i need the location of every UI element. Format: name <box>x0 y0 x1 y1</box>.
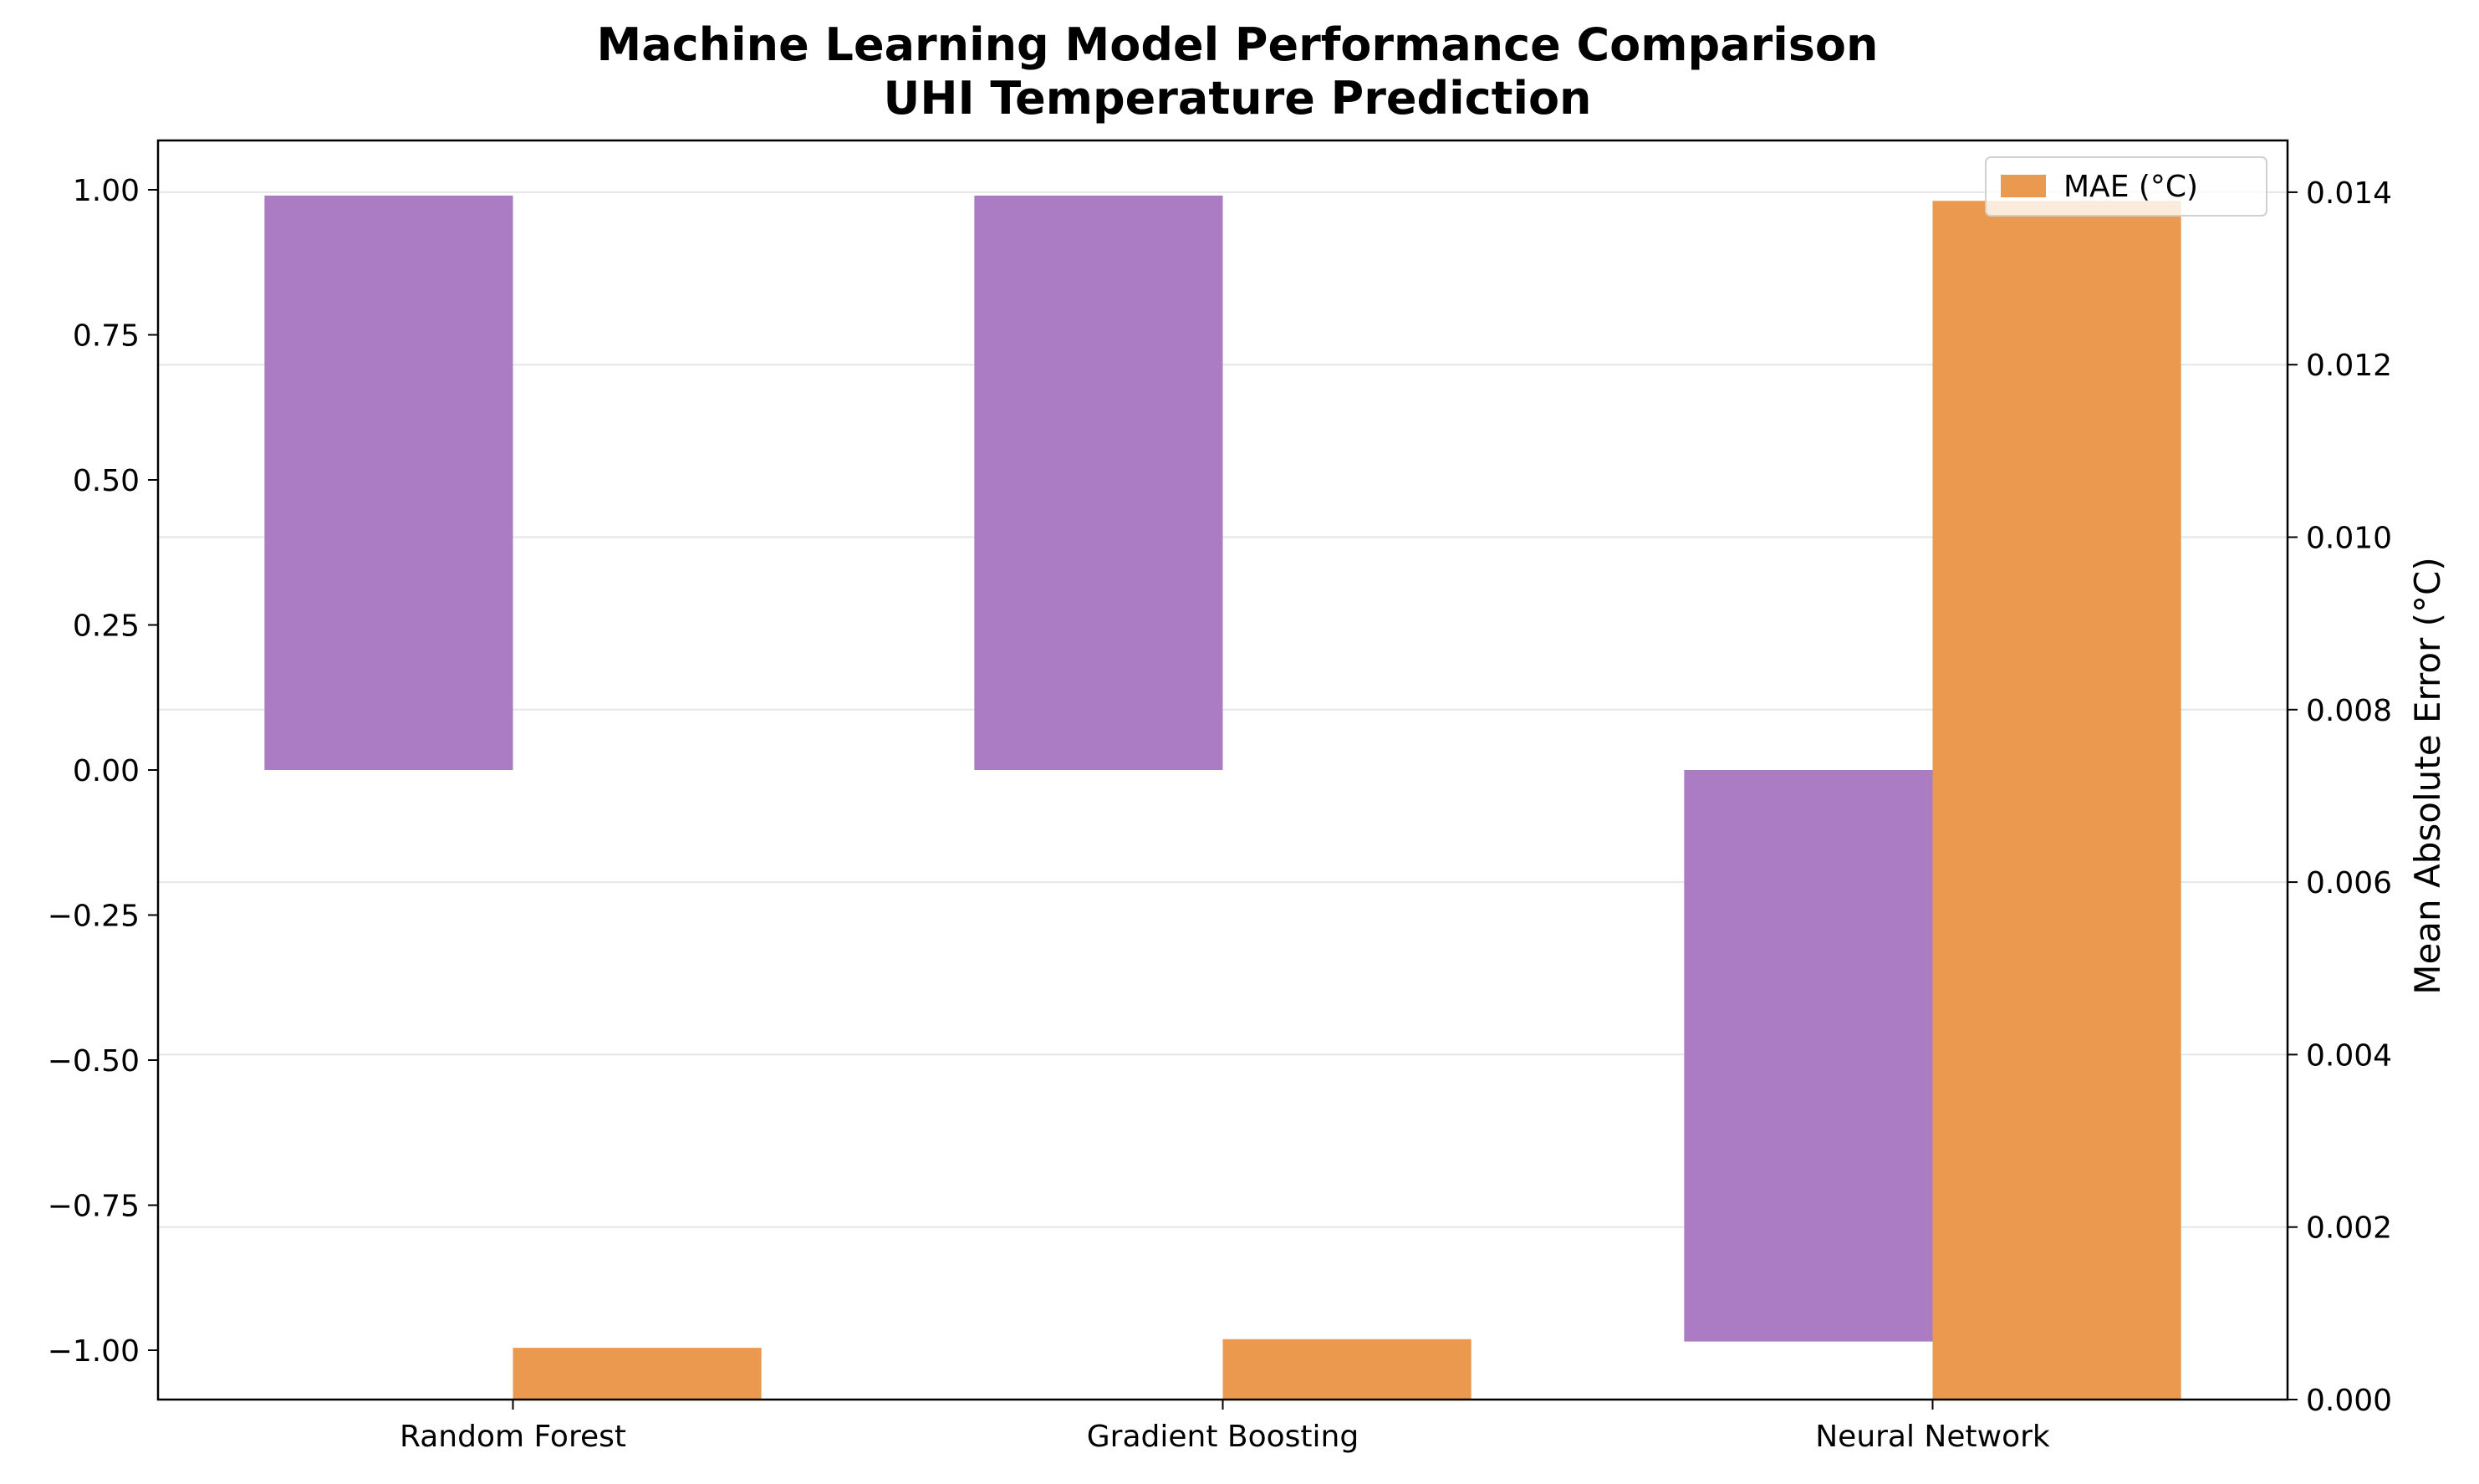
right-axis-label: Mean Absolute Error (°C) <box>2407 557 2448 995</box>
legend-label-mae: MAE (°C) <box>2063 170 2198 204</box>
chart-title-line-1: Machine Learning Model Performance Compa… <box>597 18 1879 71</box>
bar-left-series-2 <box>1684 770 1933 1342</box>
x-tick-label-1: Gradient Boosting <box>1087 1420 1359 1454</box>
right-tick-label-6: 0.012 <box>2306 349 2392 383</box>
right-tick-label-1: 0.002 <box>2306 1211 2392 1246</box>
x-tick-label-0: Random Forest <box>400 1420 626 1454</box>
left-tick-label-1: 0.75 <box>73 319 140 353</box>
right-tick-label-4: 0.008 <box>2306 694 2392 728</box>
right-tick-label-0: 0.000 <box>2306 1384 2392 1418</box>
axes-layer: 1.00 0.75 0.50 0.25 0.00 −0.25 −0.50 −0.75 −1.00… <box>48 139 2392 1454</box>
legend-swatch-mae <box>2001 175 2046 197</box>
left-tick-label-8: −1.00 <box>48 1334 140 1369</box>
x-tick-label-2: Neural Network <box>1815 1420 2050 1454</box>
left-tick-label-0: 1.00 <box>73 174 140 208</box>
right-tick-label-5: 0.010 <box>2306 521 2392 555</box>
bar-left-series-1 <box>974 195 1223 770</box>
chart-title-line-2: UHI Temperature Prediction <box>883 72 1591 125</box>
left-tick-label-3: 0.25 <box>73 609 140 643</box>
bars-layer <box>264 195 2181 1400</box>
chart-legend: MAE (°C) <box>1985 156 2267 217</box>
left-tick-label-5: −0.25 <box>48 900 140 934</box>
bar-mae-1 <box>1222 1339 1472 1400</box>
legend-frame <box>1985 156 2267 217</box>
right-tick-label-7: 0.014 <box>2306 176 2392 211</box>
left-tick-label-4: 0.00 <box>73 754 140 788</box>
left-tick-label-7: −0.75 <box>48 1190 140 1224</box>
right-tick-label-2: 0.004 <box>2306 1038 2392 1073</box>
left-tick-label-6: −0.50 <box>48 1044 140 1079</box>
right-tick-label-3: 0.006 <box>2306 866 2392 900</box>
bar-mae-2 <box>1932 201 2181 1400</box>
bar-mae-0 <box>513 1348 762 1400</box>
left-tick-label-2: 0.50 <box>73 464 140 498</box>
bar-left-series-0 <box>264 195 513 770</box>
